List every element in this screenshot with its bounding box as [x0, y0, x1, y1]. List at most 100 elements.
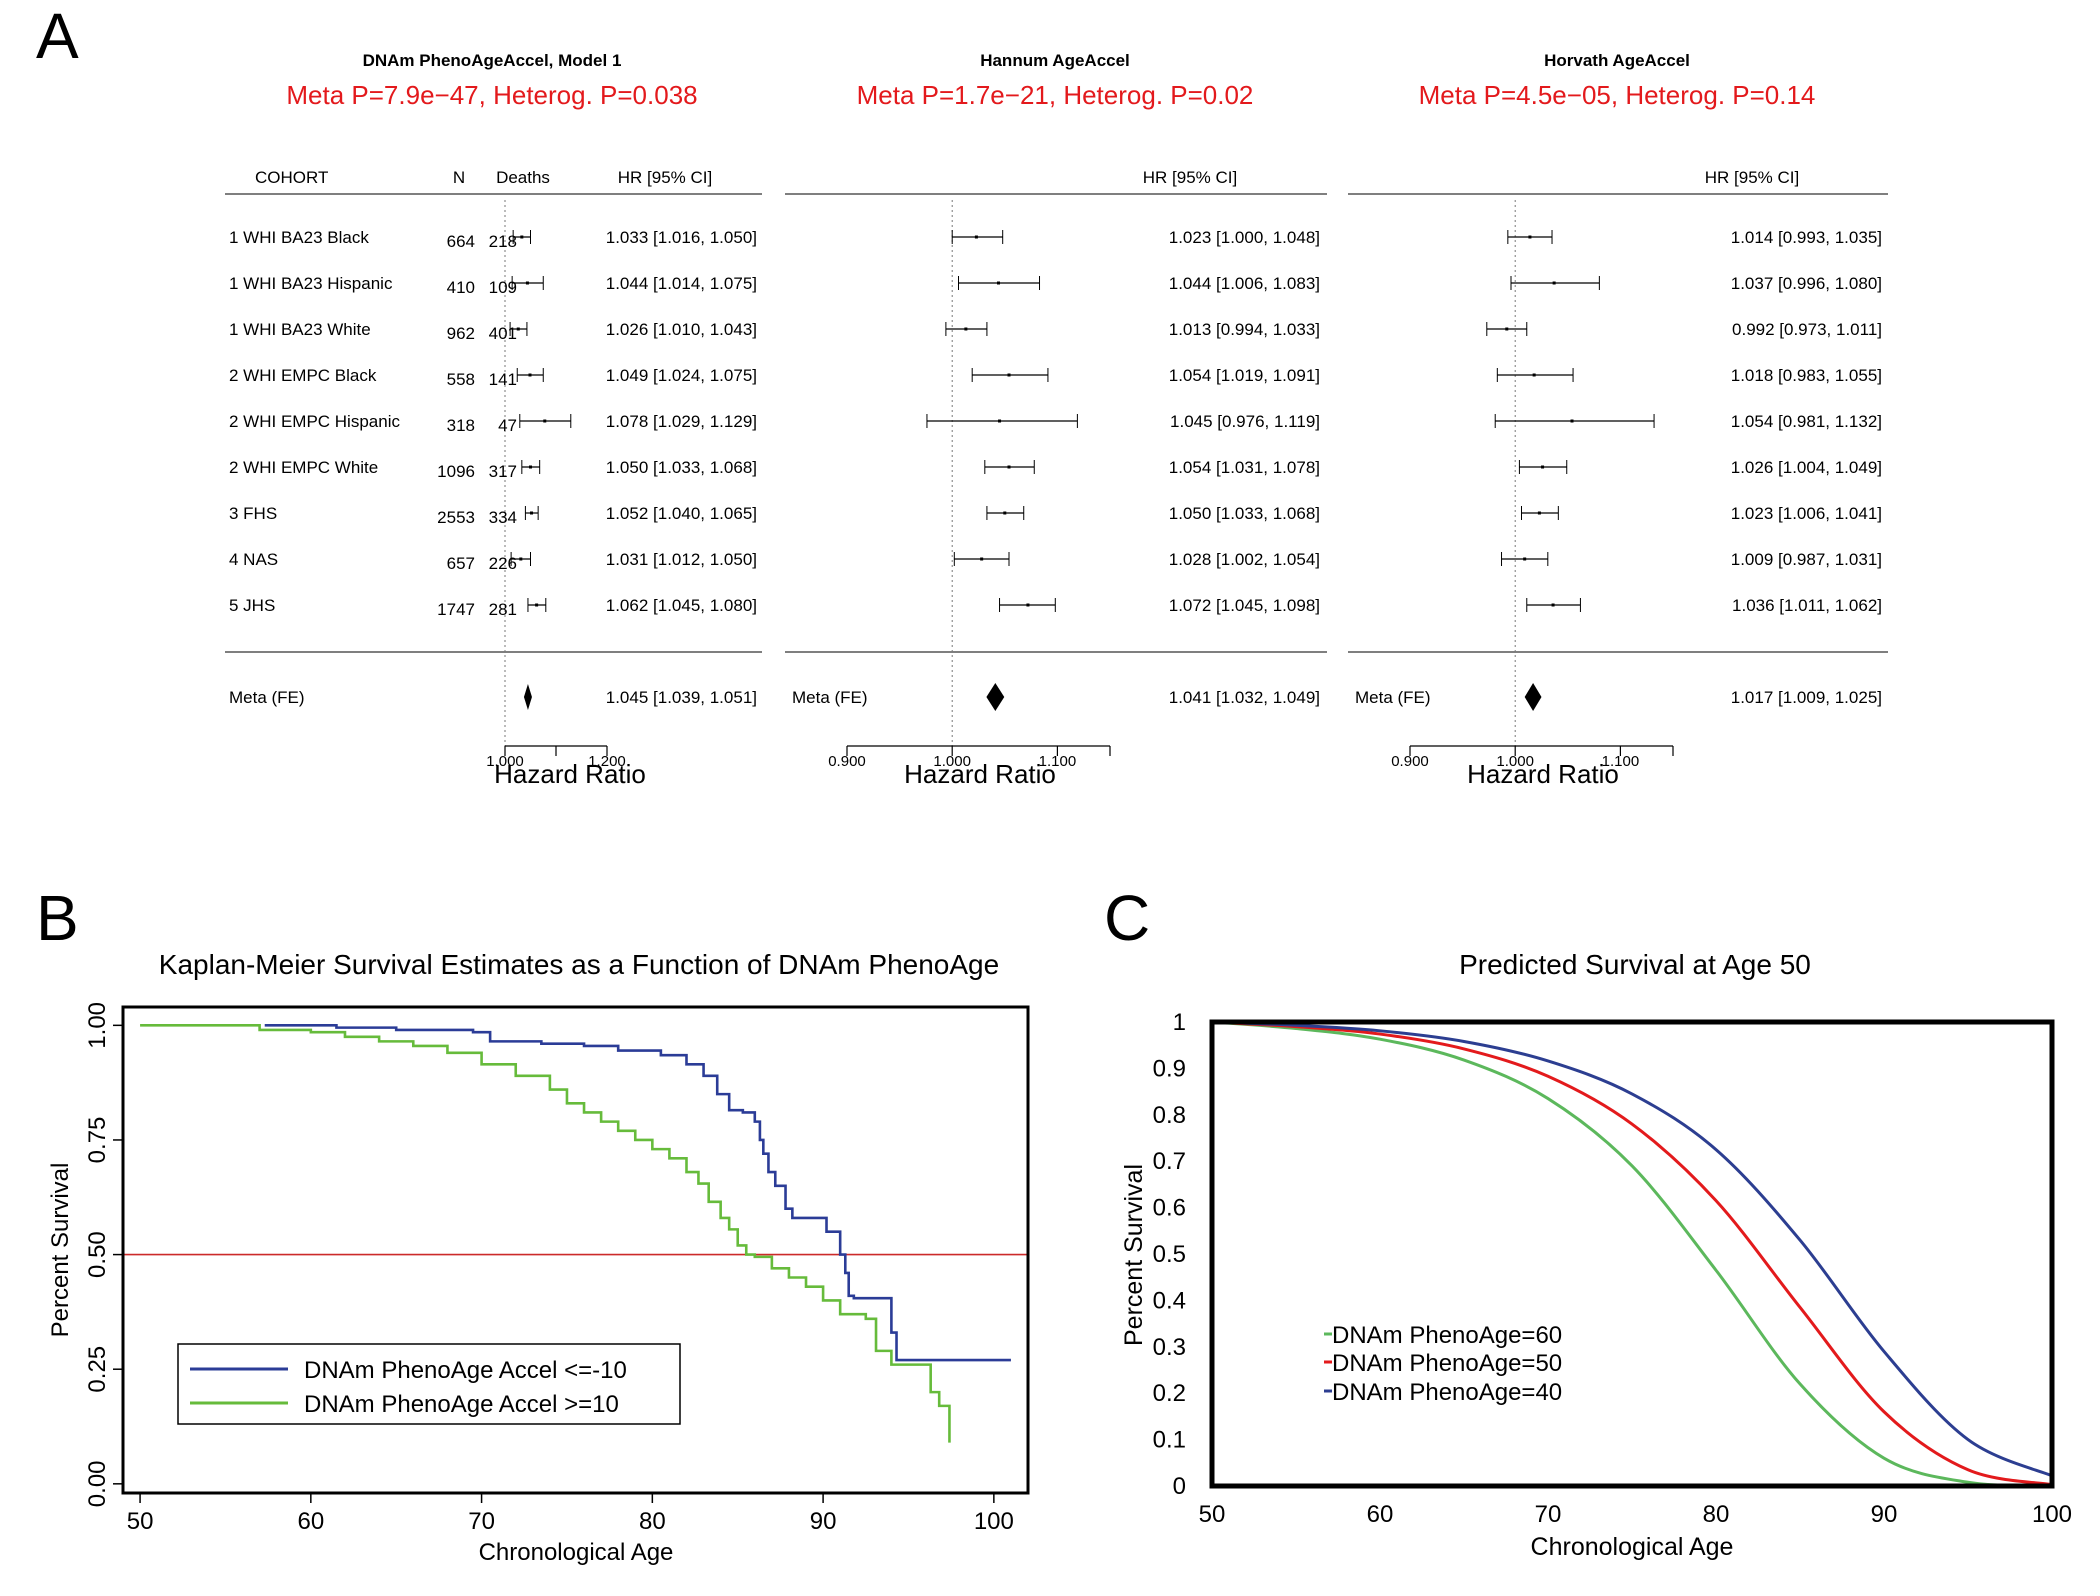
km-series-accel-high — [140, 1024, 951, 1443]
hr-ci-label: 1.049 [1.024, 1.075] — [606, 366, 757, 385]
x-tick-label: 80 — [639, 1508, 666, 1535]
x-tick-label: 100 — [974, 1508, 1014, 1535]
y-tick-label: 0.75 — [84, 1117, 111, 1164]
hr-point — [516, 327, 520, 331]
hr-ci-label: 1.023 [1.000, 1.048] — [1169, 228, 1320, 247]
y-tick-label: 0.8 — [1153, 1102, 1186, 1129]
deaths-value: 226 — [489, 554, 517, 573]
y-axis-label: Percent Survival — [1120, 1164, 1148, 1346]
forest-xlabel: Hazard Ratio — [494, 759, 646, 789]
hr-point — [543, 419, 547, 423]
meta-hr-label: 1.017 [1.009, 1.025] — [1731, 688, 1882, 707]
n-value: 1096 — [437, 462, 475, 481]
deaths-value: 281 — [489, 600, 517, 619]
cohort-label: 1 WHI BA23 Black — [229, 228, 369, 247]
cohort-label: 2 WHI EMPC Black — [229, 366, 377, 385]
hr-point — [1007, 373, 1011, 377]
deaths-value: 401 — [489, 324, 517, 343]
legend: DNAm PhenoAge=60 DNAm PhenoAge=50 DNAm P… — [1324, 1322, 1562, 1406]
hr-ci-label: 1.026 [1.004, 1.049] — [1731, 458, 1882, 477]
hr-point — [980, 557, 984, 561]
col-header-n: N — [453, 168, 465, 187]
hr-point — [519, 557, 523, 561]
y-tick-label: 0.25 — [84, 1346, 111, 1393]
x-axis-label: Chronological Age — [479, 1539, 674, 1566]
hr-ci-label: 1.052 [1.040, 1.065] — [606, 504, 757, 523]
forest-xlabel: Hazard Ratio — [904, 759, 1056, 789]
forest-title: Horvath AgeAccel — [1544, 51, 1690, 70]
hr-ci-label: 1.036 [1.011, 1.062] — [1732, 596, 1882, 615]
hr-point — [1552, 281, 1556, 285]
y-tick-label: 0.5 — [1153, 1241, 1186, 1268]
x-tick-label: 1.100 — [1602, 753, 1640, 770]
hr-point — [528, 373, 532, 377]
forest-xlabel: Hazard Ratio — [1467, 759, 1619, 789]
y-tick-label: 0.1 — [1153, 1427, 1186, 1454]
deaths-value: 109 — [489, 278, 517, 297]
hr-ci-label: 1.031 [1.012, 1.050] — [606, 550, 757, 569]
y-tick-label: 1 — [1173, 1009, 1186, 1036]
x-tick-label: 1.100 — [1039, 753, 1077, 770]
deaths-value: 141 — [489, 370, 517, 389]
hr-point — [1523, 557, 1527, 561]
col-header-deaths: Deaths — [496, 168, 550, 187]
y-tick-label: 0.50 — [84, 1231, 111, 1278]
meta-label: Meta (FE) — [792, 688, 868, 707]
x-tick-label: 0.900 — [1391, 753, 1429, 770]
y-axis-label: Percent Survival — [47, 1163, 74, 1338]
hr-point — [1570, 419, 1574, 423]
pred-series-phenoage-40 — [1211, 1020, 2053, 1478]
y-tick-label: 1.00 — [84, 1002, 111, 1049]
meta-diamond — [1524, 683, 1542, 711]
x-tick-label: 50 — [127, 1508, 154, 1535]
n-value: 657 — [447, 554, 475, 573]
x-tick-label: 90 — [1871, 1501, 1898, 1528]
panel-label-a: A — [36, 0, 79, 72]
hr-point — [520, 235, 524, 239]
hr-ci-label: 1.050 [1.033, 1.068] — [1169, 504, 1320, 523]
legend-label: DNAm PhenoAge=60 — [1332, 1322, 1562, 1349]
col-header-hr: HR [95% CI] — [1705, 168, 1799, 187]
hr-point — [1003, 511, 1007, 515]
legend-label: DNAm PhenoAge=50 — [1332, 1350, 1562, 1377]
deaths-value: 47 — [498, 416, 517, 435]
hr-ci-label: 1.054 [0.981, 1.132] — [1731, 412, 1882, 431]
y-tick-label: 0.2 — [1153, 1380, 1186, 1407]
hr-point — [964, 327, 968, 331]
deaths-value: 218 — [489, 232, 517, 251]
hr-ci-label: 1.026 [1.010, 1.043] — [606, 320, 757, 339]
n-value: 1747 — [437, 600, 475, 619]
hr-ci-label: 1.033 [1.016, 1.050] — [606, 228, 757, 247]
legend-label: DNAm PhenoAge Accel <=-10 — [304, 1357, 627, 1384]
hr-ci-label: 1.054 [1.031, 1.078] — [1169, 458, 1320, 477]
x-tick-label: 1.000 — [486, 753, 524, 770]
hr-point — [529, 465, 532, 469]
x-tick-label: 70 — [468, 1508, 495, 1535]
forest-title: DNAm PhenoAgeAccel, Model 1 — [363, 51, 622, 70]
hr-ci-label: 1.013 [0.994, 1.033] — [1169, 320, 1320, 339]
hr-ci-label: 1.009 [0.987, 1.031] — [1731, 550, 1882, 569]
hr-ci-label: 1.044 [1.006, 1.083] — [1169, 274, 1320, 293]
legend-box — [177, 1343, 681, 1425]
legend-label: DNAm PhenoAge Accel >=10 — [304, 1391, 619, 1418]
n-value: 664 — [447, 232, 475, 251]
predicted-survival-chart: Predicted Survival at Age 50 50 60 70 80 90 1… — [1120, 949, 2072, 1561]
forest-subtitle: Meta P=7.9e−47, Heterog. P=0.038 — [286, 80, 697, 110]
cohort-label: 3 FHS — [229, 504, 277, 523]
y-tick-label: 0.3 — [1153, 1334, 1186, 1361]
meta-hr-label: 1.045 [1.039, 1.051] — [606, 688, 757, 707]
x-tick-label: 1.000 — [1496, 753, 1534, 770]
n-value: 2553 — [437, 508, 475, 527]
hr-point — [974, 235, 978, 239]
kaplan-meier-chart: Kaplan-Meier Survival Estimates as a Fun… — [47, 949, 1030, 1566]
meta-diamond — [986, 683, 1005, 711]
hr-ci-label: 1.014 [0.993, 1.035] — [1731, 228, 1882, 247]
deaths-value: 317 — [489, 462, 517, 481]
x-tick-label: 1.000 — [933, 753, 971, 770]
cohort-label: 1 WHI BA23 White — [229, 320, 371, 339]
hr-point — [530, 511, 534, 515]
panel-label-b: B — [36, 882, 79, 954]
cohort-label: 5 JHS — [229, 596, 275, 615]
hr-point — [1541, 465, 1545, 469]
chart-title: Kaplan-Meier Survival Estimates as a Fun… — [159, 949, 999, 980]
